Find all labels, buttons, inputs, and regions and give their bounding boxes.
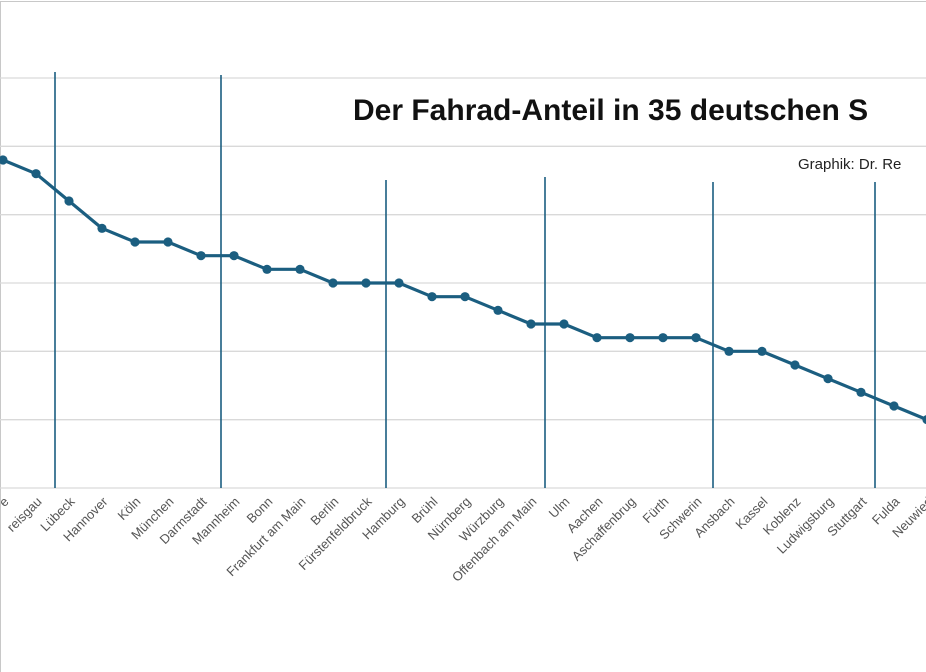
data-point xyxy=(823,374,833,384)
data-point xyxy=(0,155,8,165)
data-point xyxy=(658,333,668,343)
data-point xyxy=(427,292,437,302)
data-point xyxy=(196,251,206,261)
data-point xyxy=(625,333,635,343)
data-point xyxy=(361,278,371,288)
data-point xyxy=(856,387,866,397)
data-point xyxy=(130,237,140,247)
separators xyxy=(54,72,876,488)
data-point xyxy=(592,333,602,343)
data-point xyxy=(97,223,107,233)
data-point xyxy=(922,415,926,425)
data-point xyxy=(31,169,41,179)
grid xyxy=(0,77,926,489)
data-point xyxy=(262,264,272,274)
data-point xyxy=(691,333,701,343)
x-tick-label: Köln xyxy=(115,494,144,523)
chart-subtitle: Graphik: Dr. Re xyxy=(798,156,901,173)
data-line xyxy=(2,158,926,421)
data-point xyxy=(295,264,305,274)
data-point xyxy=(724,346,734,356)
x-tick-label: reisgau xyxy=(4,494,45,535)
data-point xyxy=(394,278,404,288)
data-point xyxy=(889,401,899,411)
data-point xyxy=(757,346,767,356)
data-point xyxy=(328,278,338,288)
data-point xyxy=(229,251,239,261)
data-point xyxy=(526,319,536,329)
x-tick-label: e xyxy=(0,494,12,510)
chart-title: Der Fahrad-Anteil in 35 deutschen S xyxy=(353,94,868,127)
data-point xyxy=(493,305,503,315)
data-point xyxy=(559,319,569,329)
x-tick-label: Ulm xyxy=(546,494,573,521)
data-point xyxy=(64,196,74,206)
data-point xyxy=(163,237,173,247)
data-point xyxy=(790,360,800,370)
data-point xyxy=(460,292,470,302)
